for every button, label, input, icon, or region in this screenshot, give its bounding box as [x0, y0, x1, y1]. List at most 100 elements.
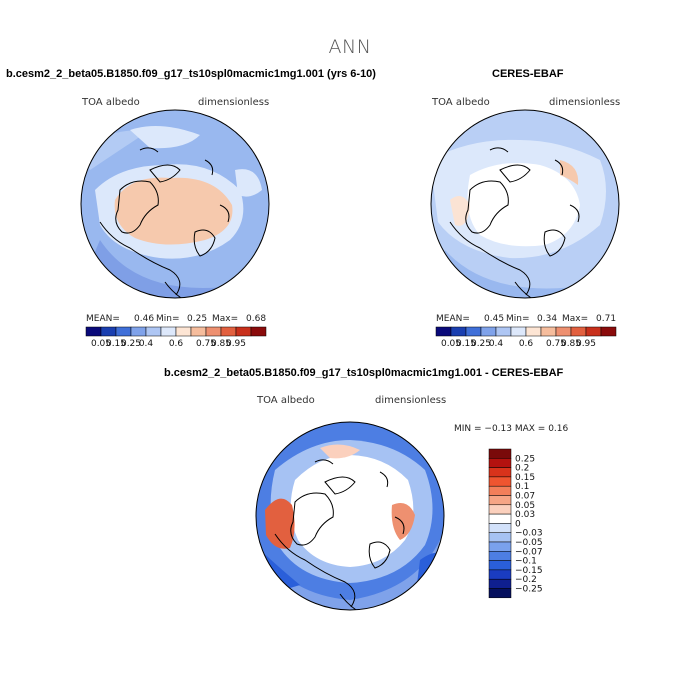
colorbar-difference-tick-label: −0.15 — [515, 566, 543, 576]
panel2-variable-label: TOA albedo — [432, 97, 490, 108]
panel2-units-label: dimensionless — [549, 97, 621, 108]
panel2-max-label: Max= — [562, 314, 589, 324]
colorbar-model-swatch — [115, 326, 132, 337]
colorbar-model-tick-label: 0.4 — [139, 339, 154, 349]
colorbar-model-swatch — [175, 326, 192, 337]
colorbar-difference-tick-label: 0.05 — [515, 501, 535, 511]
colorbar-difference-swatch — [488, 504, 512, 515]
colorbar-difference-swatch — [488, 448, 512, 459]
colorbar-model-swatch — [85, 326, 102, 337]
map-boundary-difference — [255, 421, 445, 611]
colorbar-model-swatch — [160, 326, 177, 337]
colorbar-difference: 0.250.20.150.10.070.050.030−0.03−0.05−0.… — [488, 448, 543, 599]
panel1-mean-label: MEAN= — [86, 314, 120, 324]
map-panel-difference — [256, 422, 444, 610]
colorbar-model-tick-label: 0.05 — [91, 339, 111, 349]
colorbar-model-swatch — [145, 326, 162, 337]
panel3-variable-label: TOA albedo — [257, 395, 315, 406]
colorbar-ceres-swatch — [480, 326, 497, 337]
panel1-min-value: 0.25 — [187, 314, 208, 324]
colorbar-difference-swatch — [488, 588, 512, 599]
colorbar-ceres-swatch — [555, 326, 572, 337]
panel2-max-value: 0.71 — [596, 314, 617, 324]
colorbar-difference-swatch — [488, 560, 512, 571]
colorbar-difference-tick-label: −0.07 — [515, 547, 543, 557]
panel3-units-label: dimensionless — [375, 395, 447, 406]
colorbar-difference-swatch — [488, 467, 512, 478]
colorbar-ceres-tick-label: 0.95 — [576, 339, 596, 349]
map-boundary-model — [80, 109, 270, 299]
colorbar-ceres-swatch — [495, 326, 512, 337]
colorbar-model-tick-label: 0.15 — [106, 339, 126, 349]
coastlines-ceres — [449, 147, 580, 298]
panel2-mean-label: MEAN= — [436, 314, 470, 324]
colorbar-ceres-swatch — [465, 326, 482, 337]
plot-main-title: ANN — [328, 36, 372, 58]
panel1-units-label: dimensionless — [198, 97, 270, 108]
colorbar-difference-swatch — [488, 541, 512, 552]
colorbar-difference-tick-label: 0.2 — [515, 464, 529, 474]
colorbar-difference-tick-label: 0.25 — [515, 454, 535, 464]
panel3-title: b.cesm2_2_beta05.B1850.f09_g17_ts10spl0m… — [164, 367, 564, 379]
colorbar-model-tick-label: 0.95 — [226, 339, 246, 349]
colorbar-model-tick-label: 0.6 — [169, 339, 184, 349]
colorbar-difference-swatch — [488, 513, 512, 524]
colorbar-difference-swatch — [488, 485, 512, 496]
colorbar-ceres-swatch — [600, 326, 617, 337]
coastlines-model — [99, 147, 230, 298]
colorbar-ceres-tick-label: 0.15 — [456, 339, 476, 349]
colorbar-ceres-tick-label: 0.25 — [471, 339, 491, 349]
colorbar-model-tick-label: 0.85 — [211, 339, 231, 349]
colorbar-difference-tick-label: −0.05 — [515, 538, 543, 548]
colorbar-difference-swatch — [488, 532, 512, 543]
colorbar-difference-tick-label: 0 — [515, 519, 521, 529]
colorbar-ceres-tick-label: 0.4 — [489, 339, 504, 349]
colorbar-ceres-tick-label: 0.05 — [441, 339, 461, 349]
panel1-min-label: Min= — [156, 314, 180, 324]
colorbar-model: 0.050.150.250.4 0.6 0.750.850.95 — [85, 326, 267, 349]
colorbar-difference-tick-label: −0.25 — [515, 585, 543, 595]
colorbar-model-tick-label: 0.75 — [196, 339, 216, 349]
colorbar-model-swatch — [100, 326, 117, 337]
colorbar-ceres-swatch — [450, 326, 467, 337]
colorbar-difference-tick-label: −0.2 — [515, 575, 537, 585]
panel1-max-value: 0.68 — [246, 314, 267, 324]
colorbar-model-swatch — [220, 326, 237, 337]
colorbar-ceres-swatch — [585, 326, 602, 337]
colorbar-difference-tick-label: −0.03 — [515, 529, 543, 539]
colorbar-ceres-tick-label: 0.75 — [546, 339, 566, 349]
colorbar-model-tick-label: 0.25 — [121, 339, 141, 349]
panel2-mean-value: 0.45 — [484, 314, 505, 324]
panel2-min-label: Min= — [506, 314, 530, 324]
colorbar-difference-swatch — [488, 495, 512, 506]
colorbar-ceres-swatch — [435, 326, 452, 337]
colorbar-difference-tick-label: 0.15 — [515, 473, 535, 483]
colorbar-difference-swatch — [488, 551, 512, 561]
panel2-min-value: 0.34 — [537, 314, 558, 324]
panel3-min-max: MIN = −0.13 MAX = 0.16 — [454, 424, 569, 434]
colorbar-ceres-swatch — [540, 326, 557, 337]
colorbar-model-swatch — [250, 326, 267, 337]
coastlines-difference — [274, 459, 405, 610]
colorbar-ceres-tick-label: 0.6 — [519, 339, 534, 349]
colorbar-ceres: 0.050.150.250.4 0.6 0.750.850.95 — [435, 326, 617, 349]
panel2-title: CERES-EBAF — [492, 68, 564, 80]
colorbar-ceres-swatch — [570, 326, 587, 337]
panel1-variable-label: TOA albedo — [82, 97, 140, 108]
colorbar-ceres-swatch — [525, 326, 542, 337]
colorbar-difference-tick-label: −0.1 — [515, 557, 537, 567]
panel1-mean-value: 0.46 — [134, 314, 155, 324]
colorbar-difference-swatch — [488, 578, 512, 589]
panel1-max-label: Max= — [212, 314, 239, 324]
colorbar-difference-tick-label: 0.1 — [515, 482, 529, 492]
colorbar-difference-swatch — [488, 476, 512, 487]
colorbar-ceres-swatch — [510, 326, 527, 337]
map-boundary-ceres — [430, 109, 620, 299]
colorbar-model-swatch — [130, 326, 147, 337]
panel1-title: b.cesm2_2_beta05.B1850.f09_g17_ts10spl0m… — [6, 68, 376, 80]
colorbar-difference-tick-label: 0.03 — [515, 510, 535, 520]
colorbar-ceres-tick-label: 0.85 — [561, 339, 581, 349]
map-panel-ceres — [431, 110, 619, 298]
map-panel-model — [81, 110, 269, 298]
colorbar-difference-swatch — [488, 569, 512, 580]
